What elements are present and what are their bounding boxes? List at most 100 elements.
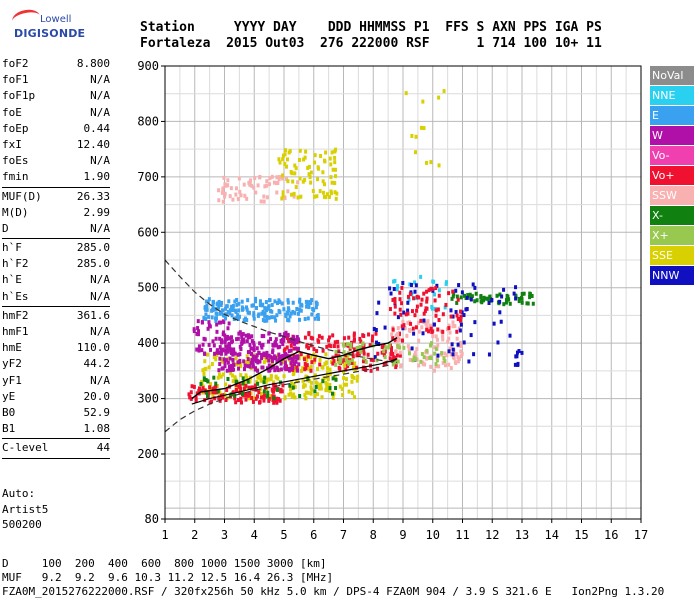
echo-point (228, 308, 232, 313)
echo-point (206, 326, 210, 331)
echo-point (425, 296, 429, 301)
echo-point (300, 368, 304, 373)
echo-point (345, 377, 349, 382)
param-separator (2, 305, 110, 307)
echo-point (290, 192, 294, 197)
echo-point (295, 339, 299, 344)
scaled-parameters-panel: foF2 8.800 foF1 N/A foF1p N/A foE N/A foEp 0.44 fx… (2, 56, 110, 460)
echo-point (228, 356, 232, 361)
echo-point (236, 316, 240, 321)
echo-point (266, 394, 270, 399)
echo-point (226, 377, 230, 382)
echo-point (437, 95, 441, 100)
echo-point (417, 320, 421, 325)
param-name: h`F (2, 241, 22, 255)
echo-point (496, 340, 500, 345)
echo-point (515, 350, 519, 355)
echo-point (321, 365, 325, 370)
echo-point (275, 396, 279, 401)
echo-point (260, 377, 264, 382)
echo-point (206, 352, 210, 357)
echo-point (283, 396, 287, 401)
param-name: D (2, 221, 9, 235)
echo-point (425, 289, 429, 294)
echo-point (246, 298, 250, 303)
echo-point (245, 196, 249, 201)
echo-point (287, 308, 291, 313)
echo-point (268, 182, 272, 187)
echo-point (267, 358, 271, 363)
echo-point (364, 360, 368, 365)
echo-point (346, 364, 350, 369)
echo-point (309, 385, 313, 390)
echo-point (224, 382, 228, 387)
echo-point (456, 342, 460, 347)
echo-point (396, 284, 400, 289)
echo-point (396, 326, 400, 331)
echo-point (424, 321, 428, 326)
echo-point (281, 176, 285, 181)
echo-point (474, 291, 478, 296)
echo-point (251, 354, 255, 359)
echo-point (507, 297, 511, 302)
echo-point (243, 380, 247, 385)
echo-point (306, 366, 310, 371)
echo-point (419, 274, 423, 279)
echo-point (508, 301, 512, 306)
echo-point (259, 343, 263, 348)
echo-point (286, 306, 290, 311)
y-tick-label: 200 (137, 447, 159, 461)
echo-point (260, 311, 264, 316)
echo-point (337, 360, 341, 365)
echo-point (422, 355, 426, 360)
param-row-c-level: C-level 44 (2, 440, 110, 456)
echo-point (220, 190, 224, 195)
param-name: foF1 (2, 73, 29, 87)
echo-point (206, 379, 210, 384)
echo-point (311, 189, 315, 194)
echo-point (333, 340, 337, 345)
echo-point (339, 357, 343, 362)
echo-point (396, 331, 400, 336)
echo-point (223, 340, 227, 345)
echo-point (226, 309, 230, 314)
echo-point (276, 301, 280, 306)
echo-point (473, 320, 477, 325)
echo-point (224, 316, 228, 321)
echo-point (522, 291, 526, 296)
echo-point (233, 396, 237, 401)
echo-point (269, 373, 273, 378)
echo-point (281, 190, 285, 195)
echo-point (215, 322, 219, 327)
echo-point (335, 191, 339, 196)
param-row-yf1: yF1 N/A (2, 373, 110, 389)
echo-point (395, 341, 399, 346)
echo-point (297, 362, 301, 367)
echo-point (421, 360, 425, 365)
echo-point (315, 392, 319, 397)
echo-point (262, 398, 266, 403)
echo-point (242, 337, 246, 342)
echo-point (282, 307, 286, 312)
echo-point (442, 356, 446, 361)
echo-point (412, 296, 416, 301)
echo-point (306, 165, 310, 170)
echo-point (425, 299, 429, 304)
echo-point (370, 338, 374, 343)
echo-point (298, 176, 302, 181)
echo-point (233, 299, 237, 304)
param-value: N/A (90, 105, 110, 119)
echo-point (283, 148, 287, 153)
echo-point (391, 336, 395, 341)
echo-point (517, 299, 521, 304)
echo-point (289, 387, 293, 392)
echo-point (358, 336, 362, 341)
echo-point (275, 400, 279, 405)
echo-point (212, 343, 216, 348)
echo-point (207, 391, 211, 396)
echo-point (406, 344, 410, 349)
echo-point (429, 160, 433, 165)
echo-point (234, 382, 238, 387)
echo-point (238, 352, 242, 357)
param-row-ye: yE 20.0 (2, 389, 110, 405)
